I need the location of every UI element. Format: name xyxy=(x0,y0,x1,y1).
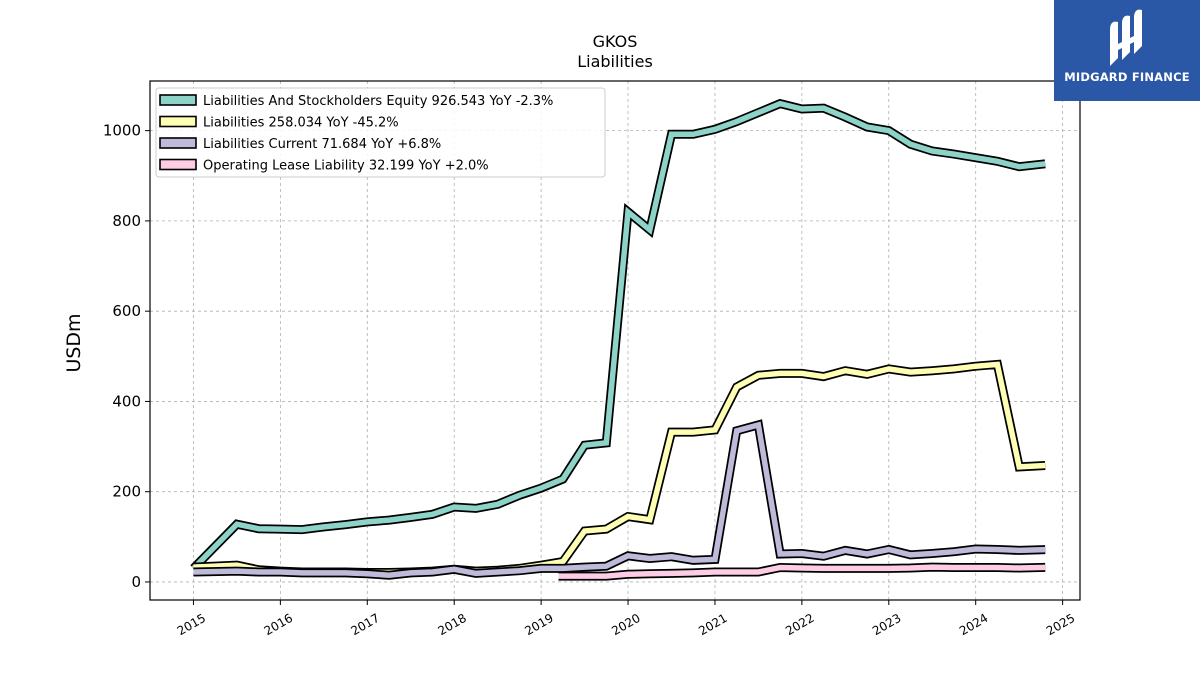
axis-ticks: 0 200 400 600 800 1000 2015 2016 2017 2018 2019 202… xyxy=(103,122,1078,639)
series-0 xyxy=(190,98,1046,572)
chart-subtitle: Liabilities xyxy=(577,52,653,71)
legend-entry: Operating Lease Liability 32.199 YoY +2.… xyxy=(203,159,489,174)
legend-box xyxy=(155,87,606,178)
x-tick-label: 2021 xyxy=(696,611,729,638)
series-line xyxy=(193,361,1046,576)
legend-swatch xyxy=(159,137,197,149)
y-tick-label: 1000 xyxy=(103,122,141,140)
series-line xyxy=(191,100,1046,571)
y-axis-label: USDm xyxy=(63,313,85,372)
series-line-outline xyxy=(193,359,1046,577)
series-3 xyxy=(558,562,1046,581)
legend-entry: Liabilities And Stockholders Equity 926.… xyxy=(203,94,553,109)
brand-logo: MIDGARD FINANCE xyxy=(1054,0,1200,101)
chart-title: GKOS xyxy=(593,32,638,51)
x-tick-label: 2019 xyxy=(522,611,555,638)
legend-swatch xyxy=(159,94,197,106)
legend-entry: Liabilities Current 71.684 YoY +6.8% xyxy=(203,137,441,152)
legend-swatch xyxy=(159,158,197,171)
x-tick-label: 2024 xyxy=(957,611,990,638)
legend: Liabilities And Stockholders Equity 926.… xyxy=(155,87,606,178)
x-tick-label: 2017 xyxy=(349,611,382,638)
x-tick-label: 2018 xyxy=(435,611,468,638)
series-line xyxy=(193,421,1046,578)
logo-mark-icon xyxy=(1110,9,1142,66)
y-tick-label: 200 xyxy=(112,483,141,501)
series-2 xyxy=(193,419,1046,580)
y-tick-label: 400 xyxy=(112,392,141,410)
plot-frame xyxy=(149,80,1081,601)
legend-entry: Liabilities 258.034 YoY -45.2% xyxy=(203,116,399,131)
logo-text: MIDGARD FINANCE xyxy=(1064,70,1190,84)
y-tick-label: 0 xyxy=(131,573,141,591)
x-tick-label: 2016 xyxy=(262,611,295,638)
series-1 xyxy=(193,359,1046,577)
series-line xyxy=(558,564,1046,579)
x-tick-label: 2022 xyxy=(783,611,816,638)
y-tick-label: 600 xyxy=(112,302,141,320)
x-tick-label: 2020 xyxy=(609,611,642,638)
series-lines xyxy=(190,98,1046,581)
y-tick-label: 800 xyxy=(112,212,141,230)
x-tick-label: 2023 xyxy=(870,611,903,638)
legend-swatch xyxy=(159,115,197,128)
x-tick-label: 2025 xyxy=(1044,611,1077,638)
x-tick-label: 2015 xyxy=(175,611,208,638)
